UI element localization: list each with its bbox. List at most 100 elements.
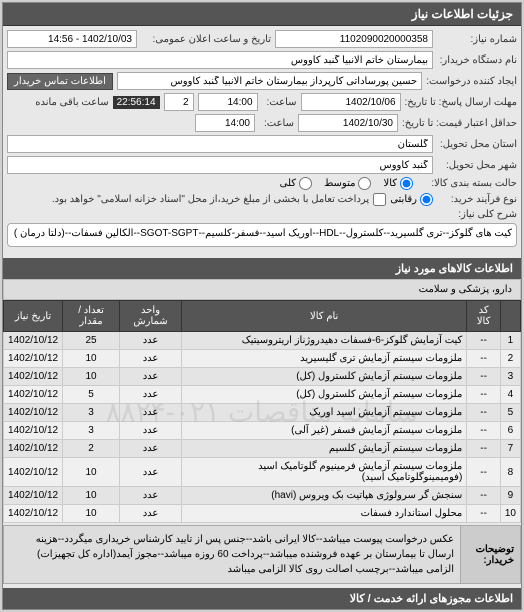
table-cell: عدد [119,386,181,404]
label-packaging: حالت بسته بندی کالا: [417,178,517,189]
radio-payment-label: رقابتی [390,194,417,205]
table-cell: 5 [63,386,120,404]
goods-table-body: 1--کیت آزمایش گلوکز-6-فسفات دهیدروژناز ا… [4,332,521,523]
table-cell: 10 [63,458,120,487]
input-announce[interactable] [7,30,137,48]
label-requester: ایجاد کننده درخواست: [426,76,517,87]
table-cell: 10 [63,368,120,386]
table-cell: عدد [119,440,181,458]
row-packaging: حالت بسته بندی کالا: کالا متوسط کلی [7,177,517,190]
table-cell: -- [467,386,501,404]
input-validity-time[interactable] [195,114,255,132]
table-cell: محلول استاندارد فسفات [182,505,467,523]
table-row[interactable]: 3--ملزومات سیستم آزمایش کلسترول (کل)عدد1… [4,368,521,386]
table-row[interactable]: 1--کیت آزمایش گلوکز-6-فسفات دهیدروژناز ا… [4,332,521,350]
row-province: استان محل تحویل: [7,135,517,153]
table-cell: 1402/10/12 [4,404,63,422]
radio-payment-input[interactable] [420,193,433,206]
table-cell: -- [467,422,501,440]
table-cell: 1402/10/12 [4,440,63,458]
table-row[interactable]: 7--ملزومات سیستم آزمایش کلسیمعدد21402/10… [4,440,521,458]
row-validity: حداقل اعتبار قیمت: تا تاریخ: ساعت: [7,114,517,132]
checkbox-payment-note[interactable] [373,193,386,206]
buyer-note-box: توضیحات خریدار: عکس درخواست پیوست میباشد… [3,525,521,584]
input-city[interactable] [7,156,433,174]
form-section: شماره نیاز: تاریخ و ساعت اعلان عمومی: نا… [3,26,521,254]
radio-packaging-input-1[interactable] [358,177,371,190]
label-time-2: ساعت: [259,118,294,129]
table-cell: 4 [500,386,520,404]
input-remain-pages[interactable] [164,93,194,111]
goods-table-head: کد کالانام کالاواحد شمارشتعداد / مقدارتا… [4,301,521,332]
radio-packaging-2[interactable]: کلی [280,177,312,190]
goods-category: دارو، پزشکی و سلامت [3,279,521,300]
input-requester[interactable] [117,72,422,90]
payment-note: پرداخت تعامل با بخشی از مبلغ خرید،از محل… [52,194,369,205]
table-row[interactable]: 2--ملزومات سیستم آزمایش تری گلیسیریدعدد1… [4,350,521,368]
radio-packaging-label-0: کالا [383,178,397,189]
row-payment: نوع فرآیند خرید: رقابتی پرداخت تعامل با … [7,193,517,206]
radio-packaging-1[interactable]: متوسط [324,177,371,190]
table-col-2: نام کالا [182,301,467,332]
input-buyer-name[interactable] [7,51,433,69]
table-cell: 8 [500,458,520,487]
table-cell: 1 [500,332,520,350]
packaging-radio-group: کالا متوسط کلی [280,177,413,190]
input-validity-date[interactable] [298,114,398,132]
table-cell: 6 [500,422,520,440]
table-col-4: تعداد / مقدار [63,301,120,332]
table-cell: 1402/10/12 [4,368,63,386]
table-cell: کیت آزمایش گلوکز-6-فسفات دهیدروژناز اریت… [182,332,467,350]
radio-packaging-input-0[interactable] [400,177,413,190]
radio-packaging-label-2: کلی [280,178,296,189]
table-col-3: واحد شمارش [119,301,181,332]
panel-title: جزئیات اطلاعات نیاز [412,7,513,21]
label-desc: شرح کلی نیاز: [437,209,517,220]
table-cell: -- [467,440,501,458]
table-cell: -- [467,350,501,368]
radio-payment[interactable]: رقابتی [390,193,433,206]
input-request-number[interactable] [275,30,433,48]
label-validity: حداقل اعتبار قیمت: تا تاریخ: [402,118,517,129]
table-row[interactable]: 8--ملزومات سیستم آزمایش فرمینیوم گلوتامی… [4,458,521,487]
table-row[interactable]: 5--ملزومات سیستم آزمایش اسید اوریکعدد314… [4,404,521,422]
table-cell: عدد [119,505,181,523]
label-deadline: مهلت ارسال پاسخ: تا تاریخ: [405,97,517,108]
table-cell: 9 [500,487,520,505]
table-cell: 1402/10/12 [4,422,63,440]
buyer-note-text: عکس درخواست پیوست میباشد--کالا ایرانی با… [4,526,460,583]
contact-buyer-button[interactable]: اطلاعات تماس خریدار [7,73,113,90]
radio-packaging-label-1: متوسط [324,178,355,189]
footer-section-title: اطلاعات مجوزهای ارائه خدمت / کالا [3,588,521,609]
row-deadline: مهلت ارسال پاسخ: تا تاریخ: ساعت: 22:56:1… [7,93,517,111]
table-cell: 7 [500,440,520,458]
row-buyer-name: نام دستگاه خریدار: [7,51,517,69]
table-row[interactable]: 9--سنجش گر سرولوژی هپاتیت بک ویروس (havi… [4,487,521,505]
radio-packaging-0[interactable]: کالا [383,177,413,190]
table-cell: 1402/10/12 [4,505,63,523]
goods-section-title: اطلاعات کالاهای مورد نیاز [3,258,521,279]
radio-packaging-input-2[interactable] [299,177,312,190]
input-province[interactable] [7,135,433,153]
row-requester: ایجاد کننده درخواست: اطلاعات تماس خریدار [7,72,517,90]
goods-table: کد کالانام کالاواحد شمارشتعداد / مقدارتا… [3,300,521,523]
table-row[interactable]: 10--محلول استاندارد فسفاتعدد101402/10/12 [4,505,521,523]
table-cell: عدد [119,368,181,386]
table-cell: -- [467,368,501,386]
table-cell: 25 [63,332,120,350]
input-deadline-date[interactable] [301,93,401,111]
table-cell: 2 [500,350,520,368]
table-cell: عدد [119,350,181,368]
table-cell: 10 [63,505,120,523]
table-col-1: کد کالا [467,301,501,332]
table-cell: 1402/10/12 [4,458,63,487]
input-deadline-time[interactable] [198,93,258,111]
table-cell: عدد [119,422,181,440]
table-row[interactable]: 6--ملزومات سیستم آزمایش فسفر (غیر آلی)عد… [4,422,521,440]
label-remain: ساعت باقی مانده [35,97,108,108]
table-cell: -- [467,458,501,487]
table-cell: 3 [63,422,120,440]
table-cell: 3 [63,404,120,422]
table-row[interactable]: 4--ملزومات سیستم آزمایش کلسترول (کل)عدد5… [4,386,521,404]
label-request-number: شماره نیاز: [437,34,517,45]
